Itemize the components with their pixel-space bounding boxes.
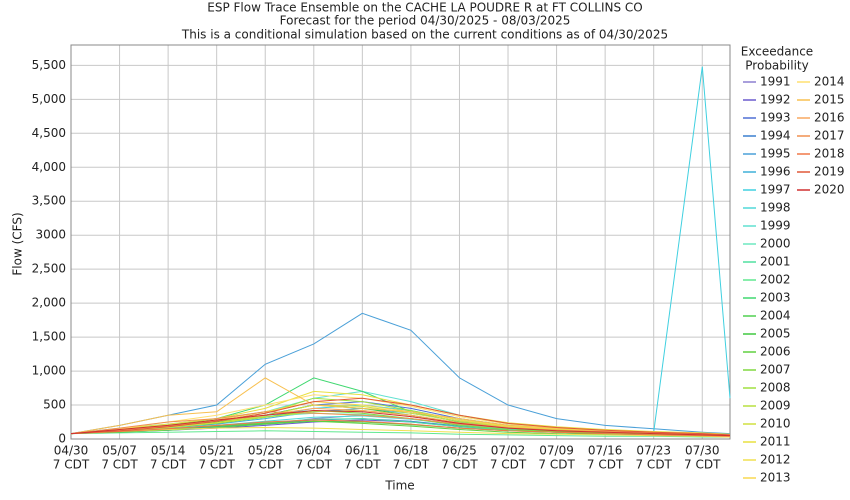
y-tick-label: 4,000 [32,160,66,174]
x-tick-label: 07/23 [636,444,671,458]
y-tick-label: 1,500 [32,330,66,344]
x-axis-label: Time [384,479,414,493]
legend-label: 2007 [760,363,791,377]
y-tick-label: 500 [43,398,66,412]
series-line [70,397,731,436]
x-tick-label: 7 CDT [150,458,187,472]
legend-label: 2018 [814,147,845,161]
x-tick-label: 07/30 [685,444,720,458]
legend-label: 2012 [760,453,791,467]
legend-label: 1999 [760,219,791,233]
legend-label: 1996 [760,165,791,179]
x-tick-label: 05/07 [102,444,137,458]
legend-label: 2005 [760,327,791,341]
x-tick-label: 07/16 [588,444,623,458]
x-tick-label: 7 CDT [684,458,721,472]
y-tick-label: 2,500 [32,262,66,276]
series-line [70,426,731,438]
x-tick-label: 7 CDT [344,458,381,472]
legend-label: 2014 [814,75,845,89]
x-tick-label: 7 CDT [393,458,430,472]
x-tick-label: 7 CDT [587,458,624,472]
legend-label: 2013 [760,471,791,485]
legend-label: 1991 [760,75,791,89]
legend-label: 1992 [760,93,791,107]
legend-label: 2008 [760,381,791,395]
y-tick-label: 0 [58,432,66,446]
x-tick-label: 7 CDT [635,458,672,472]
series-line [70,430,730,438]
x-tick-label: 7 CDT [538,458,575,472]
x-tick-label: 06/04 [296,444,331,458]
legend-label: 2000 [760,237,791,251]
legend-label: 1998 [760,201,791,215]
y-tick-label: 3,500 [32,194,66,208]
x-tick-label: 07/09 [539,444,574,458]
series-line [70,419,731,437]
x-tick-label: 7 CDT [441,458,478,472]
series-line [70,66,731,435]
x-tick-label: 7 CDT [53,458,90,472]
legend-label: 2020 [814,183,845,197]
legend-label: 1993 [760,111,791,125]
x-tick-label: 7 CDT [101,458,138,472]
legend-title: Probability [745,59,808,73]
legend-label: 2016 [814,111,845,125]
x-tick-label: 7 CDT [247,458,284,472]
legend-label: 1994 [760,129,791,143]
legend-label: 2001 [760,255,791,269]
y-tick-label: 1,000 [32,364,66,378]
x-tick-label: 04/30 [54,444,89,458]
x-tick-label: 7 CDT [296,458,333,472]
legend-label: 2004 [760,309,791,323]
legend-label: 1997 [760,183,791,197]
y-tick-label: 5,000 [32,92,66,106]
x-tick-label: 05/21 [199,444,234,458]
y-tick-label: 5,500 [32,58,66,72]
series-line [70,409,731,437]
legend-label: 2015 [814,93,845,107]
x-tick-label: 05/14 [151,444,186,458]
legend-label: 2002 [760,273,791,287]
legend-label: 2011 [760,435,791,449]
x-tick-label: 06/11 [345,444,380,458]
series-line [70,312,731,435]
chart-subtitle: Forecast for the period 04/30/2025 - 08/… [280,14,571,28]
legend-label: 2019 [814,165,845,179]
legend-label: 2009 [760,399,791,413]
x-tick-label: 06/18 [394,444,429,458]
y-axis-label: Flow (CFS) [11,212,25,275]
chart-title: ESP Flow Trace Ensemble on the CACHE LA … [207,1,642,15]
x-tick-label: 07/02 [491,444,526,458]
series-line [70,411,731,437]
y-tick-label: 2,000 [32,296,66,310]
legend-title: Exceedance [741,45,813,59]
legend-label: 1995 [760,147,791,161]
y-tick-label: 4,500 [32,126,66,140]
legend-label: 2010 [760,417,791,431]
legend-label: 2006 [760,345,791,359]
x-tick-label: 06/25 [442,444,477,458]
x-tick-label: 7 CDT [198,458,235,472]
y-tick-label: 3000 [35,228,66,242]
chart-subtitle: This is a conditional simulation based o… [181,28,668,42]
x-tick-label: 7 CDT [490,458,527,472]
x-tick-label: 05/28 [248,444,283,458]
legend-label: 2017 [814,129,845,143]
plot-frame [70,44,731,440]
legend-label: 2003 [760,291,791,305]
